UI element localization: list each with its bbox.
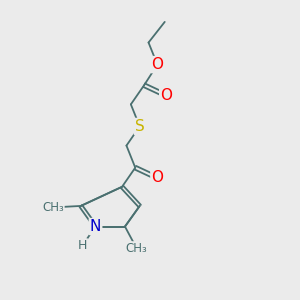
Text: O: O [152, 57, 164, 72]
Text: O: O [152, 170, 164, 185]
Text: H: H [78, 239, 87, 252]
Text: CH₃: CH₃ [42, 201, 64, 214]
Text: O: O [160, 88, 172, 103]
Text: CH₃: CH₃ [126, 242, 148, 255]
Text: N: N [90, 219, 101, 234]
Text: S: S [135, 119, 145, 134]
